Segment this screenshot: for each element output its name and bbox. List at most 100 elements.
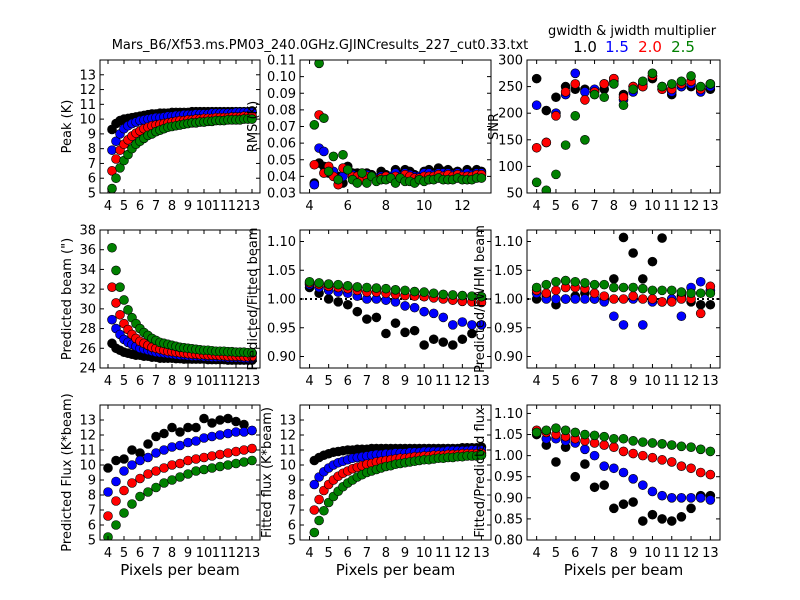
data-point xyxy=(686,442,696,452)
x-tick-label: 7 xyxy=(363,546,371,561)
data-point xyxy=(618,232,629,243)
y-tick-label: 12 xyxy=(79,429,96,444)
data-point xyxy=(115,163,125,173)
data-point xyxy=(199,464,209,475)
y-tick-label: 11 xyxy=(79,444,96,459)
data-point xyxy=(447,290,458,300)
y-tick-label: 1.05 xyxy=(267,264,296,279)
x-tick-label: 13 xyxy=(702,199,719,214)
data-point xyxy=(637,480,648,490)
y-tick-label: 0.11 xyxy=(267,54,296,69)
y-axis-label: Fitted/Predicted flux xyxy=(473,407,488,538)
data-point xyxy=(657,490,667,501)
data-point xyxy=(647,256,658,267)
y-tick-label: 8 xyxy=(88,489,96,504)
data-point xyxy=(314,60,324,69)
x-tick-label: 5 xyxy=(552,199,560,214)
data-point xyxy=(531,282,542,293)
y-tick-label: 8 xyxy=(288,489,296,504)
data-point xyxy=(438,337,449,347)
data-point xyxy=(531,73,542,84)
data-point xyxy=(628,84,638,95)
x-tick-label: 11 xyxy=(435,374,452,389)
data-point xyxy=(589,288,600,299)
data-point xyxy=(457,317,468,327)
x-tick-label: 8 xyxy=(168,374,176,389)
y-tick-label: 7 xyxy=(288,504,296,519)
data-point xyxy=(323,279,334,289)
data-point xyxy=(111,476,121,487)
data-point xyxy=(657,514,667,524)
data-point xyxy=(199,433,209,443)
x-tick-label: 11 xyxy=(663,546,680,561)
data-point xyxy=(457,334,468,345)
data-point xyxy=(705,299,716,310)
data-point xyxy=(676,287,687,297)
data-point xyxy=(647,285,658,296)
y-tick-label: 30 xyxy=(79,302,96,317)
data-point xyxy=(191,436,201,446)
data-point xyxy=(560,425,571,436)
x-tick-label: 6 xyxy=(344,546,352,561)
data-point xyxy=(309,179,320,190)
x-tick-label: 12 xyxy=(683,199,700,214)
data-point xyxy=(207,451,217,461)
data-point xyxy=(371,283,382,293)
data-point xyxy=(419,340,429,350)
data-point xyxy=(637,294,648,304)
data-point xyxy=(589,430,600,441)
data-point xyxy=(609,433,619,444)
y-tick-label: 32 xyxy=(79,283,96,298)
data-point xyxy=(319,505,329,516)
data-point xyxy=(151,482,161,493)
x-tick-label: 9 xyxy=(401,374,409,389)
data-point xyxy=(151,466,161,476)
data-point xyxy=(143,452,153,463)
data-point xyxy=(666,79,677,89)
data-point xyxy=(531,427,542,438)
data-point xyxy=(183,455,193,466)
x-tick-label: 5 xyxy=(552,546,560,561)
data-point xyxy=(323,294,334,304)
x-tick-label: 7 xyxy=(152,546,160,561)
data-point xyxy=(107,282,117,292)
data-point xyxy=(342,299,353,310)
data-point xyxy=(666,516,677,526)
data-point xyxy=(628,291,638,301)
data-point xyxy=(390,318,401,328)
data-point xyxy=(135,473,145,484)
data-point xyxy=(352,282,363,292)
x-tick-label: 12 xyxy=(454,374,471,389)
data-point xyxy=(695,493,706,503)
x-tick-label: 12 xyxy=(228,546,245,561)
data-point xyxy=(319,113,329,123)
x-tick-label: 8 xyxy=(168,199,176,214)
data-point xyxy=(637,516,648,526)
y-tick-label: 100 xyxy=(498,160,523,175)
x-tick-label: 8 xyxy=(168,546,176,561)
y-tick-label: 5 xyxy=(288,534,296,549)
data-point xyxy=(167,422,177,433)
data-point xyxy=(419,287,429,297)
data-point xyxy=(476,291,487,302)
axes-frame xyxy=(526,59,721,194)
x-tick-label: 7 xyxy=(590,374,598,389)
data-point xyxy=(428,308,439,319)
data-point xyxy=(647,68,658,79)
data-point xyxy=(580,278,590,288)
y-tick-label: 12 xyxy=(279,429,296,444)
data-point xyxy=(676,311,687,322)
data-point xyxy=(143,487,153,497)
x-tick-label: 5 xyxy=(120,546,128,561)
data-point xyxy=(618,92,629,103)
y-tick-label: 1.05 xyxy=(494,264,523,279)
data-point xyxy=(127,478,137,488)
x-tick-label: 7 xyxy=(152,374,160,389)
data-point xyxy=(637,76,648,87)
data-point xyxy=(666,440,677,450)
data-point xyxy=(609,442,619,452)
x-tick-label: 6 xyxy=(136,546,144,561)
data-point xyxy=(580,459,590,469)
y-axis-label: Peak (K) xyxy=(60,100,75,154)
